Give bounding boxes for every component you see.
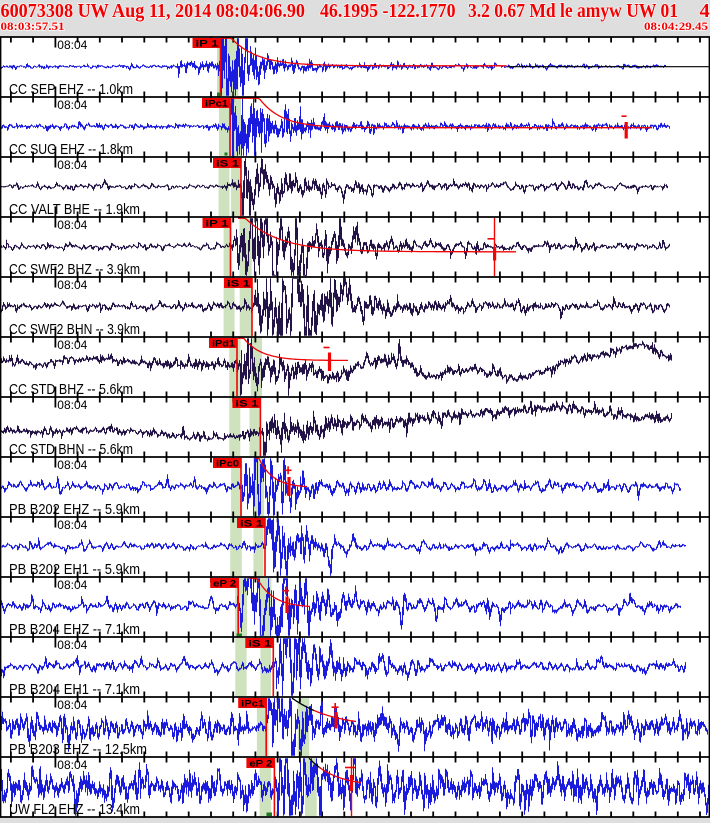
svg-text:iP 1: iP 1 <box>196 39 219 49</box>
svg-text:iPd1: iPd1 <box>212 339 235 349</box>
svg-text:08:04: 08:04 <box>57 338 87 352</box>
svg-text:PB B202 EH1 -- 5.9km: PB B202 EH1 -- 5.9km <box>9 562 140 578</box>
svg-text:iP 1: iP 1 <box>206 219 229 229</box>
svg-text:iS 1: iS 1 <box>216 159 239 169</box>
svg-text:CC SWF2 BHN -- 3.9km: CC SWF2 BHN -- 3.9km <box>9 322 140 338</box>
svg-text:iPc1: iPc1 <box>241 699 264 709</box>
svg-text:08:03:57.51: 08:03:57.51 <box>1 19 65 33</box>
svg-text:iPc0: iPc0 <box>216 459 239 469</box>
svg-text:08:04: 08:04 <box>57 698 87 712</box>
svg-text:iS 1: iS 1 <box>227 279 250 289</box>
svg-text:CC SUG EHZ -- 1.8km: CC SUG EHZ -- 1.8km <box>9 142 133 158</box>
svg-text:PB B202 EHZ -- 5.9km: PB B202 EHZ -- 5.9km <box>9 502 140 518</box>
svg-text:CC VALT BHE -- 1.9km: CC VALT BHE -- 1.9km <box>9 202 140 218</box>
svg-text:4: 4 <box>700 0 710 22</box>
svg-text:PB B203 EHZ -- 12.5km: PB B203 EHZ -- 12.5km <box>9 742 147 758</box>
svg-text:eP 2: eP 2 <box>249 759 272 769</box>
svg-text:08:04: 08:04 <box>57 38 87 52</box>
svg-text:iS 1: iS 1 <box>248 639 271 649</box>
svg-text:eP 2: eP 2 <box>213 579 236 589</box>
svg-text:08:04: 08:04 <box>57 518 87 532</box>
svg-text:08:04: 08:04 <box>57 158 87 172</box>
svg-text:08:04:29.45: 08:04:29.45 <box>644 19 708 33</box>
svg-text:08:04: 08:04 <box>57 398 87 412</box>
svg-text:PB B204 EHZ -- 7.1km: PB B204 EHZ -- 7.1km <box>9 622 140 638</box>
svg-text:iPc1: iPc1 <box>205 99 228 109</box>
svg-text:CC STD BHZ -- 5.6km: CC STD BHZ -- 5.6km <box>9 382 133 398</box>
svg-text:3.2 0.67 Md le amyw UW 01: 3.2 0.67 Md le amyw UW 01 <box>468 0 678 22</box>
svg-text:08:04: 08:04 <box>57 578 87 592</box>
svg-text:08:04: 08:04 <box>57 98 87 112</box>
svg-text:46.1995 -122.1770: 46.1995 -122.1770 <box>320 0 456 22</box>
svg-text:PB B204 EH1 -- 7.1km: PB B204 EH1 -- 7.1km <box>9 682 140 698</box>
svg-text:60073308 UW Aug 11, 2014 08:04: 60073308 UW Aug 11, 2014 08:04:06.90 <box>1 0 306 22</box>
svg-text:08:04: 08:04 <box>57 758 87 772</box>
svg-text:iS 1: iS 1 <box>240 519 263 529</box>
svg-text:CC SWF2 BHZ -- 3.9km: CC SWF2 BHZ -- 3.9km <box>9 262 140 278</box>
svg-text:iS 1: iS 1 <box>235 399 258 409</box>
svg-text:CC SEP EHZ -- 1.0km: CC SEP EHZ -- 1.0km <box>9 82 133 98</box>
svg-text:UW FL2 EHZ -- 13.4km: UW FL2 EHZ -- 13.4km <box>9 802 140 818</box>
svg-text:08:04: 08:04 <box>57 638 87 652</box>
svg-text:CC STD BHN -- 5.6km: CC STD BHN -- 5.6km <box>9 442 133 458</box>
svg-text:08:04: 08:04 <box>57 278 87 292</box>
svg-text:08:04: 08:04 <box>57 218 87 232</box>
svg-text:08:04: 08:04 <box>57 458 87 472</box>
